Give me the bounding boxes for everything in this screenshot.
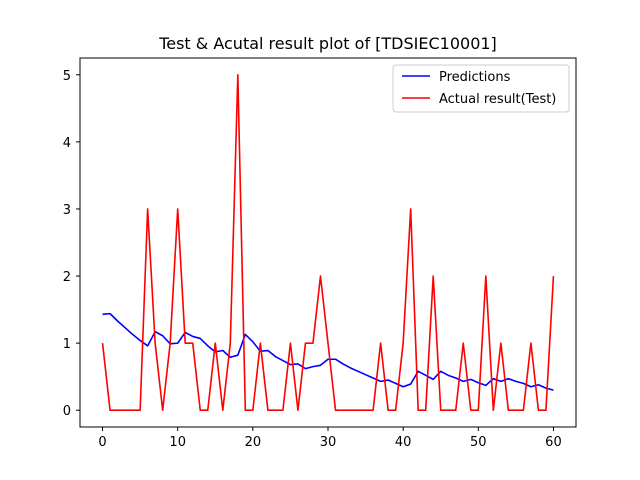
plot-frame xyxy=(79,57,577,428)
y-tick-label: 3 xyxy=(63,203,71,218)
x-tick-label: 40 xyxy=(395,435,412,450)
legend-label-predictions: Predictions xyxy=(439,70,511,85)
x-tick-label: 30 xyxy=(320,435,337,450)
x-tick-label: 50 xyxy=(470,435,487,450)
x-tick-label: 0 xyxy=(98,435,106,450)
y-tick-label: 5 xyxy=(63,69,71,84)
series-line-predictions xyxy=(102,312,554,391)
legend: Predictions Actual result(Test) xyxy=(392,64,570,113)
y-tick-label: 2 xyxy=(63,270,71,285)
y-tick-label: 1 xyxy=(63,337,71,352)
plot-lines xyxy=(101,73,555,412)
series-line-actual xyxy=(101,73,555,412)
y-axis: 0 1 2 3 4 5 xyxy=(63,69,80,419)
legend-box xyxy=(392,64,570,113)
legend-label-actual: Actual result(Test) xyxy=(439,92,556,107)
x-tick-label: 60 xyxy=(545,435,562,450)
y-tick-label: 0 xyxy=(63,404,71,419)
x-axis: 0 10 20 30 40 50 60 xyxy=(98,427,562,450)
chart-title: Test & Acutal result plot of [TDSIEC1000… xyxy=(158,34,497,53)
x-tick-label: 10 xyxy=(169,435,186,450)
y-tick-label: 4 xyxy=(63,136,71,151)
x-tick-label: 20 xyxy=(245,435,262,450)
